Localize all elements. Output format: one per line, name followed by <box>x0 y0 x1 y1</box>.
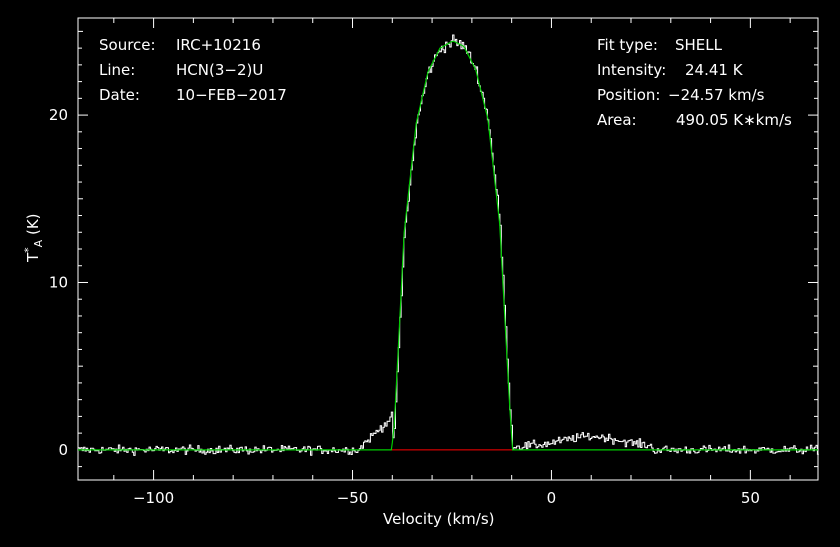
x-tick-label: 0 <box>547 489 557 507</box>
fit-line <box>78 40 818 451</box>
area-value: 490.05 K∗km/s <box>676 111 792 129</box>
fit-type-label: Fit type: <box>597 36 658 54</box>
y-tick-label: 20 <box>49 106 68 124</box>
line-label: Line: <box>99 61 136 79</box>
y-axis-label-main: T <box>24 252 42 262</box>
date-label: Date: <box>99 86 140 104</box>
x-tick-label: 50 <box>741 489 760 507</box>
source-value: IRC+10216 <box>176 36 261 54</box>
intensity-value: 24.41 K <box>685 61 743 79</box>
y-axis-label-sub: A <box>32 239 45 248</box>
area-label: Area: <box>597 111 637 129</box>
spectrum-line <box>78 34 819 456</box>
x-axis-label: Velocity (km/s) <box>383 510 495 528</box>
x-tick-label: −100 <box>133 489 174 507</box>
fit-type-value: SHELL <box>675 36 722 54</box>
y-tick-label: 0 <box>58 441 68 459</box>
y-axis-label-unit: (K) <box>24 213 42 236</box>
x-tick-label: −50 <box>337 489 369 507</box>
y-axis-label: T*A (K) <box>22 213 45 262</box>
date-value: 10−FEB−2017 <box>176 86 287 104</box>
position-value: −24.57 km/s <box>668 86 765 104</box>
intensity-label: Intensity: <box>597 61 667 79</box>
position-label: Position: <box>597 86 661 104</box>
y-axis-label-sup: * <box>22 247 35 253</box>
source-label: Source: <box>99 36 156 54</box>
line-value: HCN(3−2)U <box>176 61 264 79</box>
y-tick-label: 10 <box>49 273 68 291</box>
